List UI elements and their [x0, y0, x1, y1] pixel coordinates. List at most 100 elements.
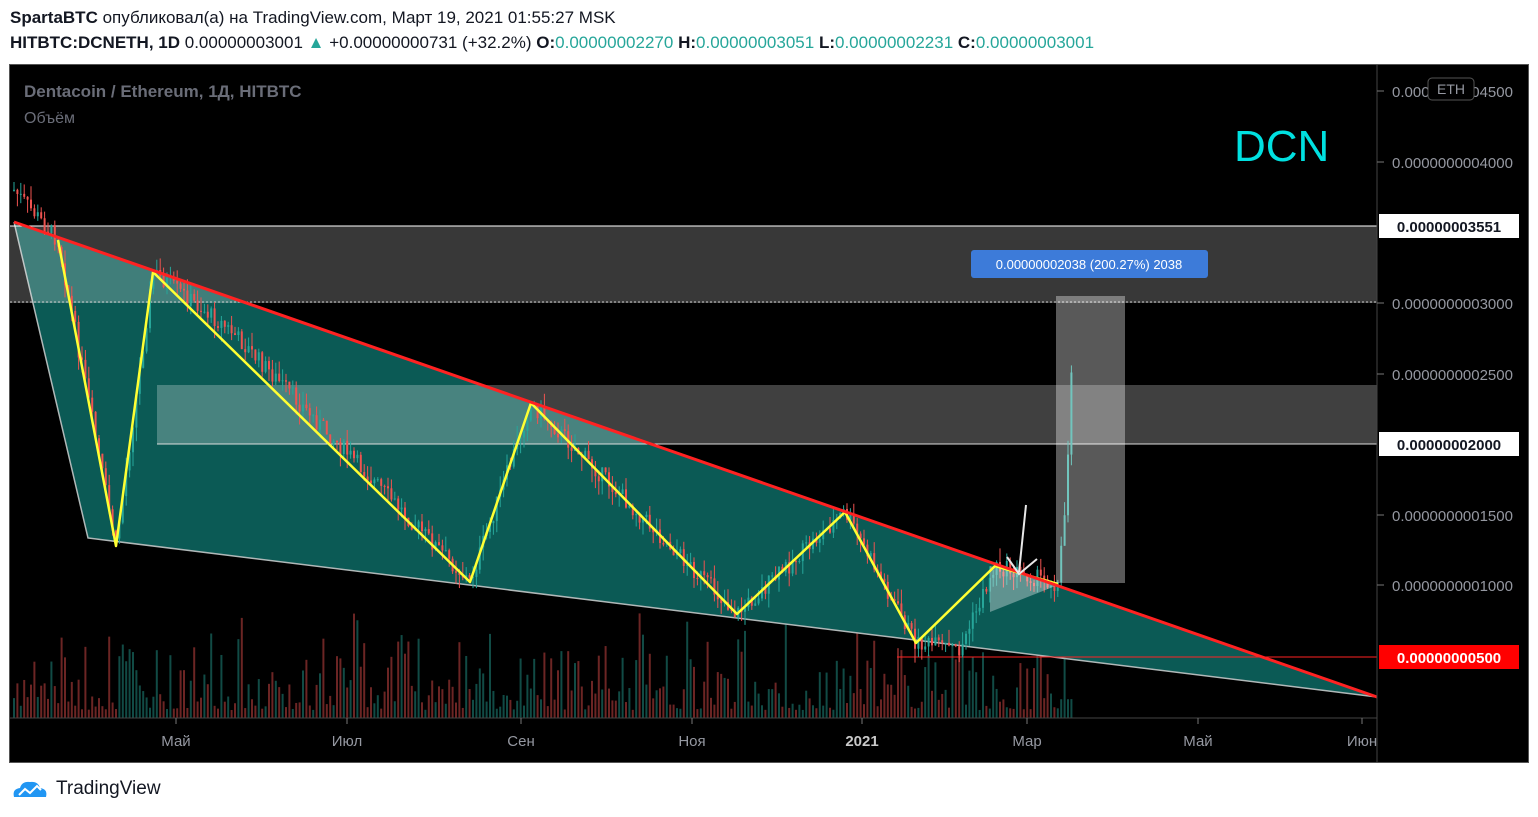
volume-bar [846, 703, 848, 718]
volume-bar [159, 694, 162, 718]
resistance-zone-middle[interactable] [157, 385, 1377, 444]
volume-bar [978, 709, 981, 718]
tradingview-watermark[interactable]: TradingView [10, 777, 161, 801]
volume-bar [621, 657, 624, 718]
candle-body [648, 514, 651, 529]
volume-bar [999, 701, 1001, 718]
last-price: 0.00000003001 [184, 33, 303, 52]
volume-bar [682, 689, 685, 718]
volume-bar [706, 641, 709, 718]
volume-bar [1019, 663, 1022, 718]
low-label: L: [818, 33, 835, 52]
candle-body [91, 397, 94, 412]
volume-bar [876, 706, 879, 718]
volume-bar [461, 707, 464, 718]
volume-bar [244, 708, 247, 718]
volume-bar [111, 702, 114, 718]
candle-body [856, 523, 859, 534]
candle-body [863, 538, 865, 545]
candle-body [519, 437, 522, 440]
candle-body [210, 308, 213, 318]
volume-bar [322, 638, 325, 718]
candle-body [115, 530, 117, 539]
volume-bar [968, 670, 971, 718]
candle-body [553, 427, 556, 434]
time-axis[interactable]: Май Июл Сен Ноя 2021 Мар Май Июн [161, 718, 1377, 750]
volume-bar [597, 655, 600, 718]
volume-legend[interactable]: Объём [24, 110, 75, 127]
author-name[interactable]: SpartaBTC [10, 8, 98, 27]
volume-bar [278, 687, 281, 718]
volume-bar [465, 655, 468, 718]
candle-body [625, 489, 627, 508]
volume-bar [81, 709, 83, 718]
candle-body [152, 272, 155, 289]
measure-range-box[interactable] [1056, 296, 1125, 583]
candle-body [206, 311, 209, 318]
candle-body [985, 588, 988, 592]
symbol-label: HITBTC:DCNETH, 1D [10, 33, 180, 52]
volume-bar [257, 679, 260, 718]
volume-bar [611, 700, 614, 718]
currency-badge[interactable] [1427, 77, 1475, 101]
candle-body [713, 578, 716, 595]
support-trendline[interactable] [13, 221, 1378, 698]
volume-bar [754, 681, 757, 718]
flag-pattern[interactable] [990, 566, 1058, 612]
volume-bar [475, 683, 478, 718]
candle-body [931, 637, 933, 646]
candles [13, 181, 1073, 663]
volume-bar [240, 617, 243, 718]
volume-bar [662, 686, 665, 718]
candle-body [346, 440, 349, 455]
volume-bar [356, 620, 359, 718]
high-value: 0.00000003051 [696, 33, 815, 52]
candle-body [383, 485, 386, 487]
resistance-trendline[interactable] [13, 220, 1378, 699]
price-axis[interactable]: 0.00000000045000.00000000040000.00000000… [1377, 84, 1513, 595]
volume-bar [727, 678, 729, 718]
volume-bar [383, 691, 386, 718]
candle-body [455, 571, 457, 573]
volume-bar [400, 635, 403, 718]
volume-bar [825, 672, 828, 718]
candle-body [101, 453, 104, 469]
price-tag [1379, 432, 1519, 456]
candle-body [118, 522, 121, 539]
candle-body [33, 208, 36, 217]
candle-body [458, 572, 461, 576]
price-tag-label: 0.00000002000 [1397, 437, 1501, 454]
candle-body [805, 542, 808, 544]
volume-bar [247, 684, 250, 718]
symbol-annotation[interactable]: DCN [1234, 122, 1329, 171]
candle-body [1039, 569, 1042, 576]
candle-body [995, 562, 998, 575]
volume-bar [934, 662, 937, 718]
candle-body [23, 193, 26, 197]
volume-bar [336, 656, 338, 718]
candle-body [315, 415, 318, 430]
volume-bar [370, 687, 372, 718]
volume-bar [135, 670, 138, 718]
candle-body [251, 346, 253, 350]
volume-bar [138, 685, 141, 718]
volume-bar [720, 673, 723, 718]
volume-bar [434, 702, 437, 718]
candle-body [410, 525, 413, 530]
change-arrow-icon: ▲ [307, 33, 325, 52]
candle-body [213, 308, 216, 327]
candle-body [478, 547, 481, 570]
volume-bar [104, 709, 107, 718]
zigzag-waves[interactable] [56, 239, 1059, 645]
candle-body [26, 196, 29, 200]
candle-body [387, 486, 389, 489]
candle-body [1063, 515, 1066, 546]
volume-bar [172, 708, 175, 718]
volume-bar [767, 689, 770, 718]
volume-bar [591, 680, 593, 718]
volume-bar [295, 702, 298, 718]
candle-body [427, 529, 430, 534]
candle-body [271, 369, 274, 382]
volume-bar [669, 704, 672, 718]
